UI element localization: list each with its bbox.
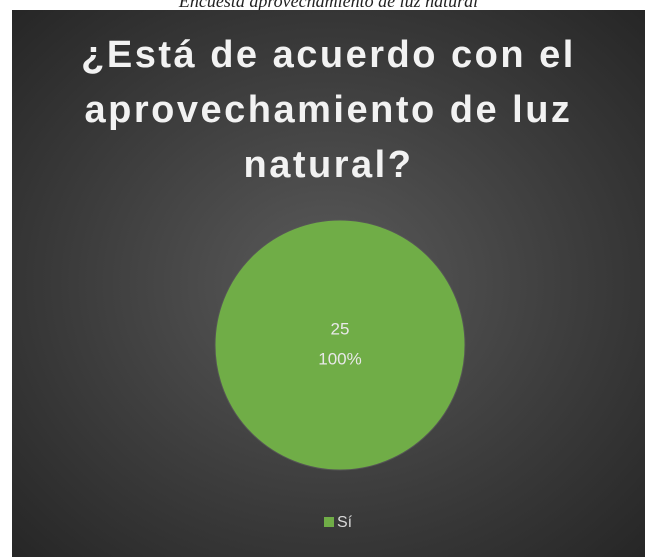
- pie-slice: [214, 219, 466, 471]
- data-label-percent: 100%: [318, 349, 361, 368]
- caption: Encuesta aprovechamiento de luz natural: [178, 0, 479, 11]
- legend-label: Sí: [337, 514, 353, 531]
- chart-svg: 25 100% Sí: [214, 219, 466, 531]
- legend-swatch: [324, 517, 334, 527]
- chart-title: ¿Está de acuerdo con el aprovechamiento …: [81, 34, 576, 186]
- chart: 25 100% Sí ¿Está de acuerdo con el aprovec…: [12, 10, 645, 557]
- data-label: 25: [331, 319, 350, 338]
